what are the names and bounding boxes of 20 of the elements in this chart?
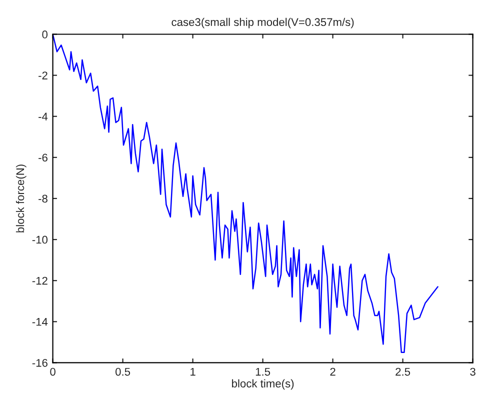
y-tick-label: -2 <box>38 72 48 80</box>
chart-title: case3(small ship model(V=0.357m/s) <box>172 18 354 28</box>
y-tick-label: -16 <box>32 358 48 367</box>
y-tick-label: -10 <box>32 236 48 244</box>
x-axis-title: block time(s) <box>232 379 294 390</box>
x-tick-label: 0 <box>50 368 56 376</box>
x-tick-label: 2.5 <box>396 368 410 376</box>
y-tick-label: -6 <box>38 154 48 162</box>
y-tick-label: -12 <box>32 276 48 285</box>
y-tick-label: -8 <box>38 194 48 203</box>
y-tick-label: 0 <box>42 30 48 38</box>
y-tick-label: -4 <box>38 112 48 120</box>
y-axis-title: block force(N) <box>16 164 26 232</box>
x-tick-label: 1 <box>190 368 196 376</box>
x-tick-label: 0.5 <box>116 368 130 376</box>
x-tick-label: 3 <box>470 368 476 376</box>
x-tick-label: 2 <box>330 368 336 376</box>
line-series <box>52 34 438 354</box>
y-tick-label: -14 <box>32 318 48 326</box>
x-tick-label: 1.5 <box>256 368 270 376</box>
